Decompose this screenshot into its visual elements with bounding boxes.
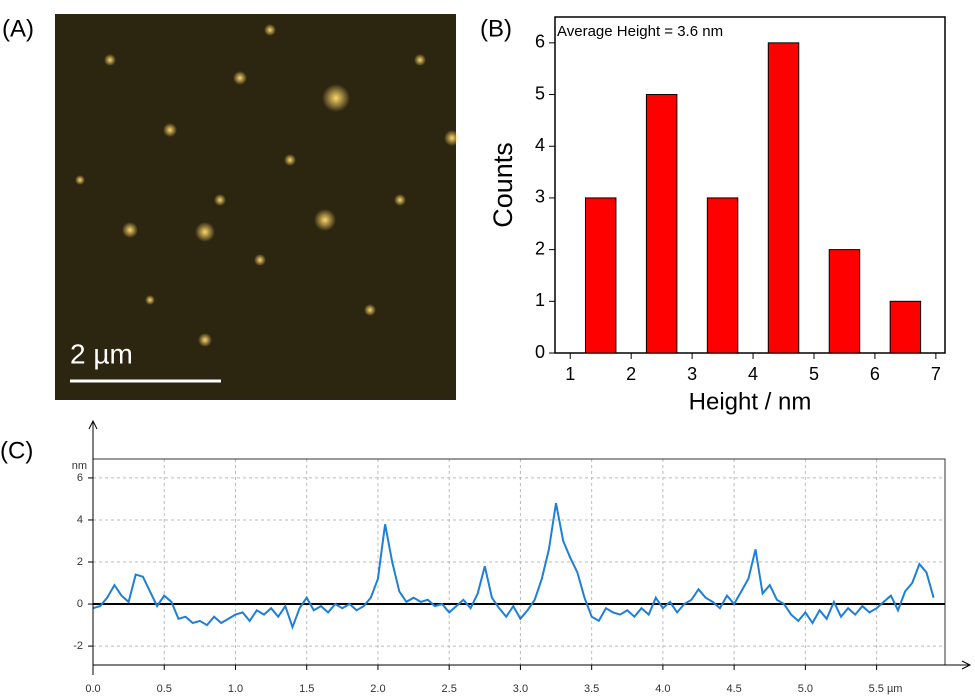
y-tick-label: 2 <box>77 556 83 568</box>
y-tick-label: 6 <box>77 472 83 484</box>
y-axis-label: Counts <box>488 142 518 228</box>
afm-spots <box>75 24 460 347</box>
x-axis-label: Height / nm <box>689 388 812 415</box>
x-tick-label: 4.5 <box>726 683 741 695</box>
y-axis-unit: nm <box>72 460 87 472</box>
x-tick-label: 1.5 <box>299 683 314 695</box>
x-tick-label: 4 <box>748 364 758 384</box>
x-tick-label: 0.0 <box>85 683 100 695</box>
scale-bar-label: 2 µm <box>70 338 133 369</box>
y-tick-label: 2 <box>535 238 545 258</box>
y-tick-label: 6 <box>535 32 545 52</box>
x-tick-label: 1 <box>565 364 575 384</box>
bar <box>889 300 922 354</box>
bar <box>767 42 800 354</box>
x-tick-label: 2.5 <box>442 683 457 695</box>
profile-line <box>92 502 935 631</box>
plot-frame <box>554 16 946 354</box>
bar <box>645 94 678 354</box>
y-axis-arrow <box>88 419 98 675</box>
y-tick-label: 4 <box>535 135 545 155</box>
x-axis-arrow <box>93 660 972 670</box>
y-tick-label: 0 <box>77 598 83 610</box>
x-tick-label: 2 <box>626 364 636 384</box>
bar <box>584 197 617 354</box>
x-tick-label: 5.0 <box>798 683 813 695</box>
annotation: Average Height = 3.6 nm <box>557 23 723 40</box>
x-tick-label: 3.5 <box>584 683 599 695</box>
x-tick-label: 3 <box>687 364 697 384</box>
afm-image <box>55 14 456 400</box>
bar <box>828 249 861 354</box>
panel-label: (B) <box>480 15 512 42</box>
x-tick-label: 1.0 <box>228 683 243 695</box>
panel-label: (A) <box>2 15 34 42</box>
panel-label: (C) <box>0 437 33 464</box>
afm-image-panel: 2 µm (A) <box>2 14 460 400</box>
x-tick-label: 3.0 <box>513 683 528 695</box>
x-tick-label: 0.5 <box>157 683 172 695</box>
y-tick-label: -2 <box>73 640 83 652</box>
x-tick-label: 5 <box>809 364 819 384</box>
x-tick-label: 7 <box>931 364 941 384</box>
x-tick-label: 5.5 µm <box>869 683 903 695</box>
x-tick-label: 6 <box>870 364 880 384</box>
y-tick-label: 5 <box>535 83 545 103</box>
y-tick-label: 4 <box>77 514 83 526</box>
x-tick-label: 2.0 <box>370 683 385 695</box>
bar <box>706 197 739 354</box>
y-tick-label: 3 <box>535 187 545 207</box>
y-tick-label: 0 <box>535 342 545 362</box>
x-tick-label: 4.0 <box>655 683 670 695</box>
y-tick-label: 1 <box>535 290 545 310</box>
